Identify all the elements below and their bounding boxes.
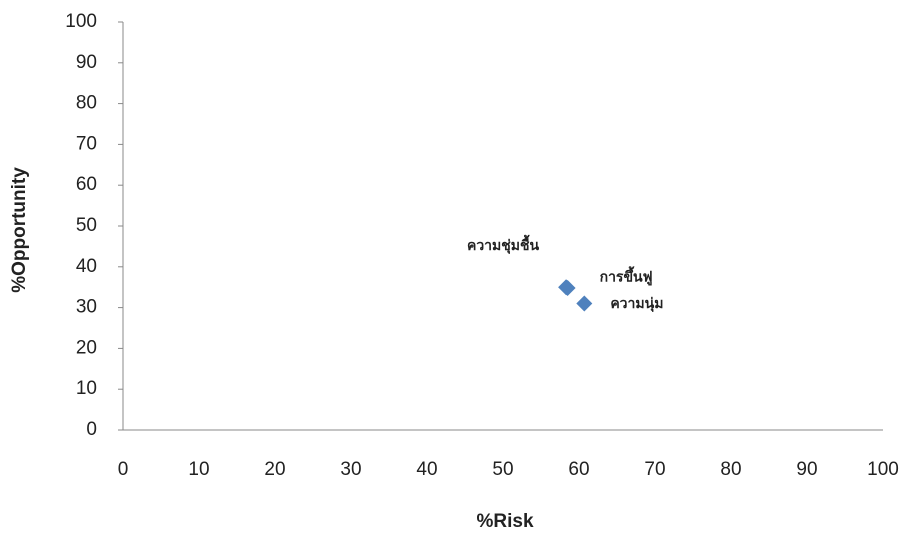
y-tick-label: 70 — [76, 133, 97, 154]
point-label: ความชุ่มชื้น — [467, 234, 540, 254]
x-tick-label: 30 — [340, 459, 361, 480]
y-tick-label: 30 — [76, 297, 97, 318]
x-tick-label: 10 — [188, 459, 209, 480]
y-tick-label: 80 — [76, 93, 97, 114]
y-tick-label: 20 — [76, 337, 97, 358]
x-tick-label: 0 — [118, 459, 129, 480]
x-tick-label: 80 — [720, 459, 741, 480]
x-tick-label: 70 — [644, 459, 665, 480]
y-tick-label: 10 — [76, 378, 97, 399]
x-axis-title: %Risk — [476, 511, 533, 532]
x-tick-label: 60 — [568, 459, 589, 480]
x-tick-label: 100 — [867, 459, 899, 480]
y-tick-label: 50 — [76, 215, 97, 236]
point-label: ความนุ่ม — [610, 295, 663, 312]
y-tick-label: 40 — [76, 256, 97, 277]
y-axis-title: %Opportunity — [9, 167, 30, 293]
y-tick-label: 0 — [86, 419, 97, 440]
x-tick-label: 50 — [492, 459, 513, 480]
data-point — [576, 295, 593, 312]
y-tick-label: 100 — [65, 11, 97, 32]
x-tick-label: 90 — [796, 459, 817, 480]
x-tick-label: 20 — [264, 459, 285, 480]
y-tick-label: 60 — [76, 174, 97, 195]
point-label: การขึ้นฟู — [600, 266, 653, 286]
y-tick-label: 90 — [76, 52, 97, 73]
data-point — [559, 280, 576, 297]
x-tick-label: 40 — [416, 459, 437, 480]
